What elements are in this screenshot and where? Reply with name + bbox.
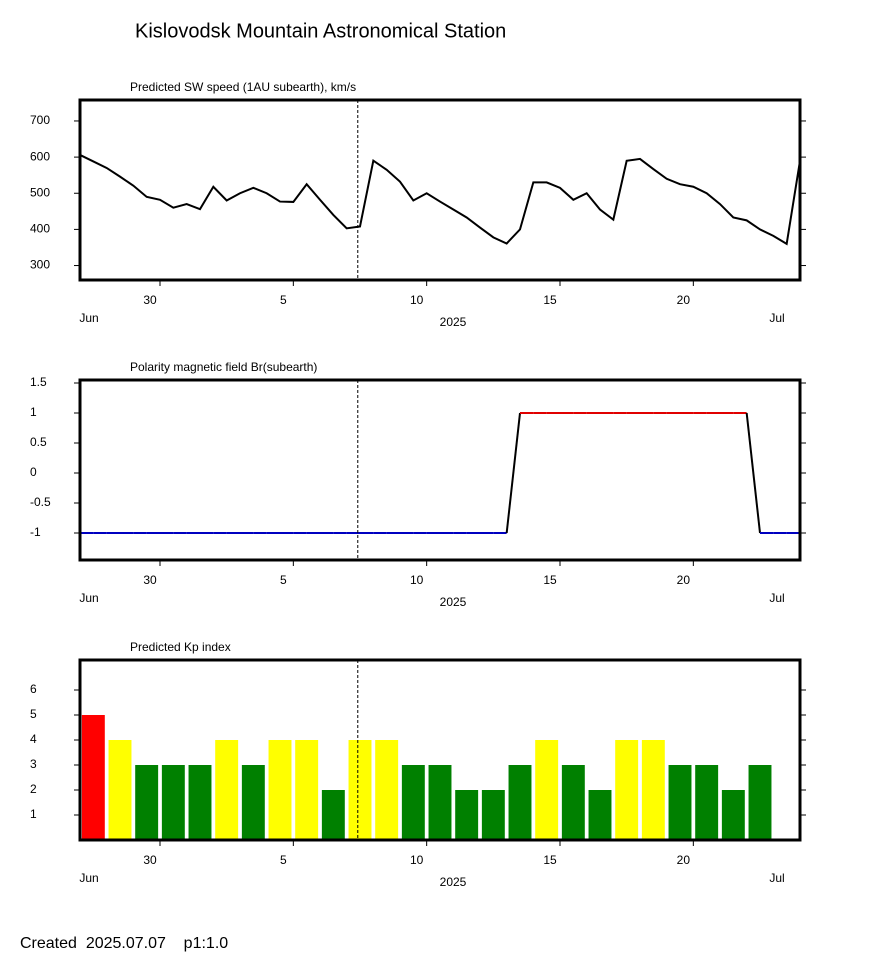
bar [401, 765, 425, 840]
y-tick-label: 600 [30, 149, 50, 163]
y-tick-label: -1 [30, 525, 41, 539]
bar [295, 740, 319, 840]
month-label: Jul [769, 871, 784, 885]
x-tick-label: 20 [677, 853, 691, 867]
footer: Created 2025.07.07 p1:1.0 [20, 935, 228, 952]
y-tick-label: 5 [30, 707, 37, 721]
bar [668, 765, 692, 840]
plot-frame [78, 378, 802, 562]
y-tick-label: 2 [30, 782, 37, 796]
x-tick-label: 10 [410, 853, 424, 867]
bar [455, 790, 479, 840]
y-tick-label: 0 [30, 465, 37, 479]
x-tick-label: 5 [280, 573, 287, 587]
year-label: 2025 [440, 315, 467, 329]
y-tick-label: 500 [30, 185, 50, 199]
year-label: 2025 [440, 595, 467, 609]
bar [348, 740, 372, 840]
bar [428, 765, 452, 840]
bar [241, 765, 265, 840]
bar [641, 740, 665, 840]
bar [375, 740, 399, 840]
month-label: Jun [79, 591, 98, 605]
x-tick-label: 30 [143, 853, 157, 867]
y-tick-label: -0.5 [30, 495, 51, 509]
x-tick-label: 30 [143, 573, 157, 587]
bar [481, 790, 505, 840]
bar [721, 790, 745, 840]
bar [108, 740, 132, 840]
x-tick-label: 5 [280, 293, 287, 307]
y-tick-label: 3 [30, 757, 37, 771]
x-tick-label: 5 [280, 853, 287, 867]
chart-title: Polarity magnetic field Br(subearth) [130, 360, 317, 374]
page-title: Kislovodsk Mountain Astronomical Station [135, 20, 506, 42]
month-label: Jun [79, 871, 98, 885]
month-label: Jul [769, 591, 784, 605]
plot-frame [78, 658, 802, 842]
bar [81, 715, 105, 840]
y-tick-label: 300 [30, 258, 50, 272]
bar [561, 765, 585, 840]
month-label: Jun [79, 311, 98, 325]
y-tick-label: 400 [30, 222, 50, 236]
bar [508, 765, 532, 840]
x-tick-label: 30 [143, 293, 157, 307]
x-tick-label: 20 [677, 573, 691, 587]
line [79, 154, 801, 246]
y-tick-label: 1 [30, 807, 37, 821]
bar [161, 765, 185, 840]
bar [268, 740, 292, 840]
chart-title: Predicted Kp index [130, 640, 231, 654]
y-tick-label: 700 [30, 113, 50, 127]
x-tick-label: 10 [410, 573, 424, 587]
y-tick-label: 4 [30, 732, 37, 746]
month-label: Jul [769, 311, 784, 325]
x-tick-label: 15 [543, 573, 557, 587]
y-tick-label: 6 [30, 682, 37, 696]
polarity-segment [745, 412, 761, 534]
chart-title: Predicted SW speed (1AU subearth), km/s [130, 80, 356, 94]
y-tick-label: 0.5 [30, 435, 47, 449]
bar [748, 765, 772, 840]
x-tick-label: 15 [543, 293, 557, 307]
bar [135, 765, 159, 840]
bar [321, 790, 345, 840]
y-tick-label: 1.5 [30, 375, 47, 389]
x-tick-label: 20 [677, 293, 691, 307]
bar [615, 740, 639, 840]
year-label: 2025 [440, 875, 467, 889]
bar [695, 765, 719, 840]
x-tick-label: 10 [410, 293, 424, 307]
bar [535, 740, 559, 840]
y-tick-label: 1 [30, 405, 37, 419]
bar [215, 740, 239, 840]
bar [588, 790, 612, 840]
plot-frame [78, 98, 802, 282]
x-tick-label: 15 [543, 853, 557, 867]
polarity-segment [505, 412, 521, 534]
bar [188, 765, 212, 840]
